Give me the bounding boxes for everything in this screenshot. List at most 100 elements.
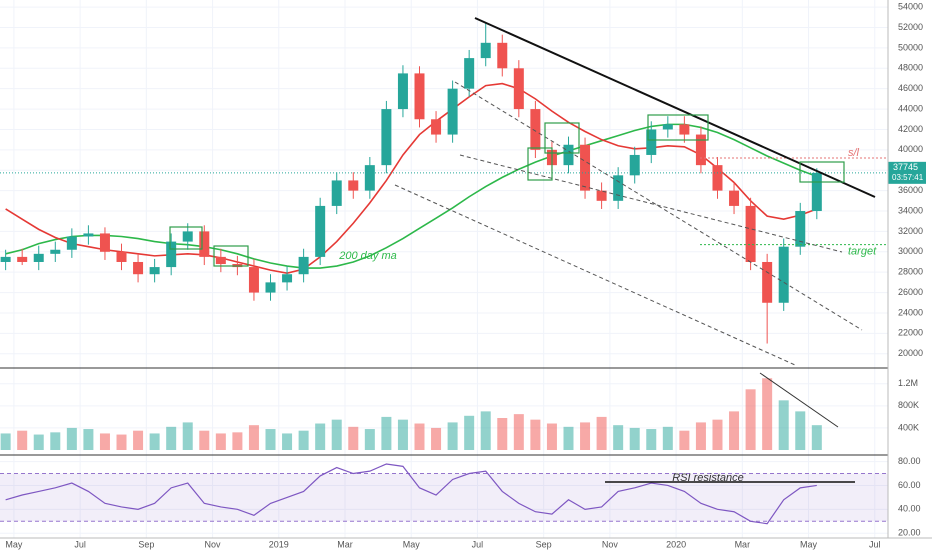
volume-bar [17,430,28,450]
candle-body [464,58,475,89]
price-tag-value: 37745 [893,162,918,172]
volume-bar [0,433,11,450]
volume-bar [546,423,557,450]
candle-body [0,256,11,262]
volume-bar [530,419,541,450]
x-tick-label: Sep [536,539,552,549]
y-tick-label: 40.00 [898,504,921,514]
x-tick-label: Jul [869,539,881,549]
candle-body [50,249,61,254]
volume-bar [431,427,442,450]
y-tick-label: 30000 [898,246,923,256]
volume-bar [33,434,44,450]
x-tick-label: Mar [337,539,353,549]
x-tick-label: May [403,539,421,549]
y-tick-label: 34000 [898,205,923,215]
volume-bar [811,425,822,450]
candle-body [182,231,193,242]
candle-body [298,256,309,275]
volume-bar [331,419,342,450]
volume-bar [50,432,61,450]
candle-body [646,129,657,155]
volume-bar [646,429,657,450]
x-tick-label: 2019 [269,539,289,549]
y-tick-label: 80.00 [898,456,921,466]
volume-bar [66,427,77,450]
x-tick-label: Sep [138,539,154,549]
volume-bar [83,429,94,450]
level-label: target [848,246,877,258]
x-tick-label: 2020 [666,539,686,549]
y-tick-label: 54000 [898,2,923,12]
candle-body [729,190,740,206]
volume-bar [199,430,210,450]
candle-body [17,256,28,262]
volume-bar [762,378,773,450]
y-tick-label: 26000 [898,287,923,297]
y-tick-label: 36000 [898,185,923,195]
candle-body [596,190,607,201]
y-tick-label: 32000 [898,226,923,236]
volume-bar [248,425,259,450]
rsi-annotation: RSI resistance [672,472,744,484]
y-tick-label: 40000 [898,144,923,154]
volume-bar [745,389,756,450]
volume-bar [513,414,524,450]
level-label: s/l [848,147,860,159]
candle-body [248,267,259,293]
volume-bar [778,400,789,450]
volume-bar [265,429,276,450]
candle-body [315,205,326,257]
candle-body [530,109,541,150]
volume-bar [662,426,673,450]
candle-body [762,261,773,303]
candle-body [745,205,756,262]
volume-bar [563,426,574,450]
box [213,245,249,267]
candle-body [265,282,276,293]
volume-bar [232,432,243,450]
candle-body [447,88,458,135]
volume-bar [613,425,624,450]
candle-body [99,233,110,252]
candle-body [563,144,574,166]
candle-body [149,267,160,275]
volume-bar [497,418,508,450]
x-tick-label: Jul [74,539,86,549]
candle-body [795,211,806,247]
y-tick-label: 28000 [898,267,923,277]
candle-body [364,165,375,191]
x-tick-label: Nov [205,539,222,549]
x-tick-label: Nov [602,539,619,549]
volume-bar [298,430,309,450]
candle-body [199,231,210,257]
candle-body [513,68,524,110]
x-tick-label: Jul [472,539,484,549]
price-tag [888,161,926,184]
candle-body [282,274,293,283]
candle-body [348,180,359,191]
box [527,147,553,181]
y-tick-label: 60.00 [898,480,921,490]
candle-body [480,42,491,59]
rsi-line [5,463,817,525]
volume-bar [695,422,706,450]
candle-body [629,154,640,176]
volume-bar [679,430,690,450]
volume-bar [795,411,806,450]
volume-bar [729,411,740,450]
candle-body [133,261,144,275]
volume-bar [381,416,392,450]
volume-bar [182,422,193,450]
volume-bar [414,423,425,450]
x-tick-label: May [800,539,818,549]
y-tick-label: 800K [898,400,919,410]
trend-line [474,17,876,198]
moving-average [5,82,818,275]
volume-bar [364,429,375,450]
y-tick-label: 1.2M [898,378,918,388]
volume-bar [596,416,607,450]
volume-bar [133,430,144,450]
